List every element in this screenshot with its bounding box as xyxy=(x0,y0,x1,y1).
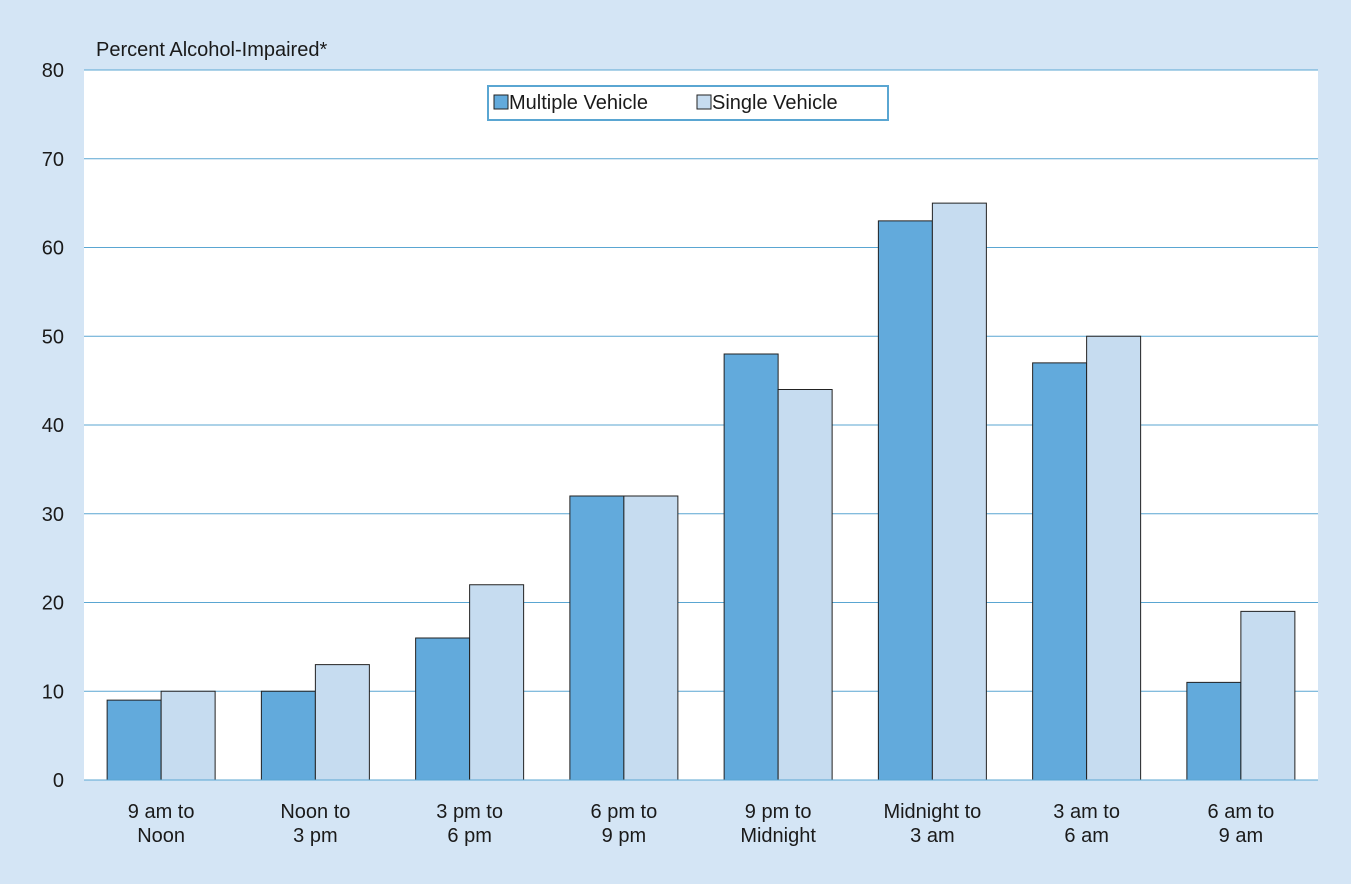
y-tick-label: 70 xyxy=(42,149,64,171)
y-axis-title: Percent Alcohol-Impaired* xyxy=(96,39,327,61)
x-tick-label: 6 am xyxy=(1064,825,1108,847)
y-tick-label: 10 xyxy=(42,681,64,703)
y-tick-label: 0 xyxy=(53,770,64,792)
y-axis-ticks: 0 10 20 30 40 50 60 70 80 xyxy=(42,60,64,792)
legend-label-multiple-vehicle: Multiple Vehicle xyxy=(509,92,648,114)
legend-label-single-vehicle: Single Vehicle xyxy=(712,92,838,114)
x-tick-label: 6 pm xyxy=(447,825,491,847)
bar-multiple-vehicle xyxy=(1032,362,1088,781)
y-tick-label: 50 xyxy=(42,326,64,348)
bar-multiple-vehicle xyxy=(415,637,471,781)
bar-multiple-vehicle xyxy=(569,495,625,781)
bar-single-vehicle xyxy=(777,389,833,781)
x-tick-label: 3 pm to xyxy=(436,801,503,823)
x-tick-label: 6 am to xyxy=(1208,801,1275,823)
x-tick-label: Midnight to xyxy=(883,801,981,823)
bars xyxy=(106,202,1296,781)
x-tick-label: Noon xyxy=(137,825,185,847)
legend-box xyxy=(487,85,889,121)
bar-multiple-vehicle xyxy=(1186,681,1242,781)
y-tick-label: 30 xyxy=(42,504,64,526)
x-tick-label: 3 am xyxy=(910,825,954,847)
bar-single-vehicle xyxy=(1086,335,1142,781)
x-tick-label: Midnight xyxy=(740,825,816,847)
x-tick-label: 3 pm xyxy=(293,825,337,847)
y-tick-label: 60 xyxy=(42,238,64,260)
bar-multiple-vehicle xyxy=(260,690,316,781)
bar-single-vehicle xyxy=(623,495,679,781)
bar-single-vehicle xyxy=(931,202,987,781)
legend-swatch-single-vehicle xyxy=(696,94,712,110)
x-tick-label: Noon to xyxy=(280,801,350,823)
x-tick-label: 6 pm to xyxy=(591,801,658,823)
x-tick-label: 9 am to xyxy=(128,801,195,823)
y-tick-label: 20 xyxy=(42,593,64,615)
bar-single-vehicle xyxy=(314,664,370,781)
y-tick-label: 40 xyxy=(42,415,64,437)
bar-multiple-vehicle xyxy=(106,699,162,781)
bar-single-vehicle xyxy=(160,690,216,781)
x-tick-label: 3 am to xyxy=(1053,801,1120,823)
x-tick-label: 9 am xyxy=(1219,825,1263,847)
legend: Multiple Vehicle Single Vehicle xyxy=(487,85,889,121)
y-tick-label: 80 xyxy=(42,60,64,82)
bar-multiple-vehicle xyxy=(877,220,933,781)
x-tick-label: 9 pm to xyxy=(745,801,812,823)
bar-single-vehicle xyxy=(469,584,525,781)
bar-multiple-vehicle xyxy=(723,353,779,781)
bar-single-vehicle xyxy=(1240,610,1296,781)
legend-swatch-multiple-vehicle xyxy=(493,94,509,110)
x-tick-label: 9 pm xyxy=(602,825,646,847)
